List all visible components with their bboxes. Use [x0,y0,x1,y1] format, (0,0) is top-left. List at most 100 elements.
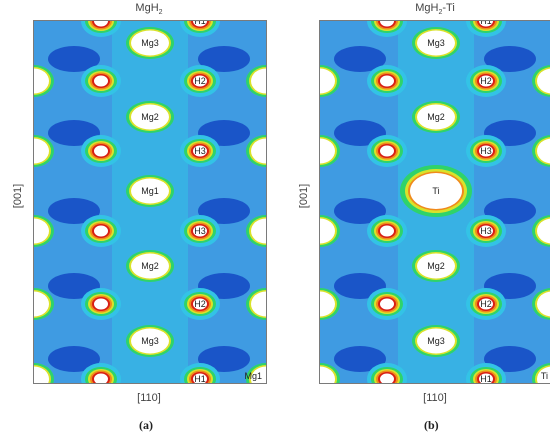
edge-atom [251,218,266,244]
low-density-region [334,46,386,72]
titanium-atom: Ti [400,165,472,217]
magnesium-atom: Mg3 [126,325,174,357]
magnesium-atom: Mg1 [126,175,174,207]
hydrogen-atom: H1 [466,21,506,37]
atom-label: H3 [194,146,206,156]
hydrogen-atom [81,65,121,97]
edge-atom [34,291,49,317]
hydrogen-atom [81,21,121,37]
low-density-region [334,346,386,372]
panel-a-title: MgH2 [135,2,163,17]
hydrogen-atom: H3 [180,215,220,247]
hydrogen-atom [81,288,121,320]
hydrogen-atom: H2 [180,65,220,97]
corner-atom-label: Ti [541,371,548,381]
atom-label: Mg2 [427,112,445,122]
atom-label: H2 [194,76,206,86]
low-density-region [334,198,386,224]
atom-label: H2 [480,76,492,86]
low-density-region [48,120,100,146]
atom-label: H2 [194,299,206,309]
edge-atom [537,218,550,244]
atom-label: H1 [194,21,206,26]
charge-density-map-b: H1 Mg3 H2 Mg2 H3 Ti H3 Mg2 H2 Mg3 H1 Ti [319,20,550,384]
magnesium-atom: Mg2 [126,101,174,133]
hydrogen-atom: H2 [466,65,506,97]
atom-label: H3 [480,226,492,236]
low-density-region [334,273,386,299]
edge-atom [251,291,266,317]
atom-label: H2 [480,299,492,309]
corner-atom-label: Mg1 [244,371,262,381]
hydrogen-atom [81,363,121,383]
hydrogen-atom [367,215,407,247]
atom-label: Mg3 [141,336,159,346]
hydrogen-atom: H1 [466,363,506,383]
atom-label: Mg3 [427,336,445,346]
edge-atom [251,366,266,383]
hydrogen-atom: H2 [466,288,506,320]
low-density-region [334,120,386,146]
atom-label: Mg2 [427,261,445,271]
hydrogen-atom: H1 [180,363,220,383]
magnesium-atom: Mg3 [412,27,460,59]
edge-atom [537,138,550,164]
atom-label: H3 [194,226,206,236]
panel-a-y-axis-label: [001] [12,183,24,209]
low-density-region [48,46,100,72]
edge-atom [251,68,266,94]
edge-atom [320,138,335,164]
hydrogen-atom: H1 [180,21,220,37]
edge-atom [320,68,335,94]
edge-atom [537,291,550,317]
hydrogen-atom [81,215,121,247]
hydrogen-atom [367,135,407,167]
hydrogen-atom [367,21,407,37]
low-density-region [198,346,250,372]
panel-a-caption: (a) [139,418,153,432]
magnesium-atom: Mg2 [412,250,460,282]
edge-atom [320,291,335,317]
panel-a-x-axis-label: [110] [137,392,161,404]
edge-atom [537,366,550,383]
low-density-region [484,346,536,372]
charge-density-map-a: H1 Mg3 H2 Mg2 H3 Mg1 H3 Mg2 H2 Mg3 H1 Mg1 [33,20,267,384]
low-density-region [48,273,100,299]
edge-atom [34,138,49,164]
low-density-region [48,198,100,224]
hydrogen-atom: H3 [466,215,506,247]
edge-atom [34,218,49,244]
atom-label: Mg1 [141,186,159,196]
hydrogen-atom: H3 [180,135,220,167]
hydrogen-atom [367,363,407,383]
hydrogen-atom [367,288,407,320]
low-density-region [198,198,250,224]
atom-label: Mg3 [141,38,159,48]
panel-b-title: MgH2-Ti [415,2,455,17]
panel-b-y-axis-label: [001] [298,183,310,209]
hydrogen-atom [367,65,407,97]
edge-atom [320,366,335,383]
magnesium-atom: Mg3 [126,27,174,59]
panel-b-caption: (b) [424,418,439,432]
magnesium-atom: Mg3 [412,325,460,357]
atom-label: Ti [432,186,439,196]
hydrogen-atom: H3 [466,135,506,167]
panel-b-x-axis-label: [110] [423,392,447,404]
low-density-region [198,46,250,72]
edge-atom [34,68,49,94]
edge-atom [34,366,49,383]
hydrogen-atom [81,135,121,167]
edge-atom [251,138,266,164]
atom-label: Mg2 [141,112,159,122]
low-density-region [48,346,100,372]
atom-label: H1 [480,374,492,383]
atom-label: H1 [480,21,492,26]
edge-atom [537,68,550,94]
magnesium-atom: Mg2 [412,101,460,133]
low-density-region [484,46,536,72]
atom-label: Mg3 [427,38,445,48]
atom-label: H1 [194,374,206,383]
low-density-region [484,198,536,224]
atom-label: Mg2 [141,261,159,271]
